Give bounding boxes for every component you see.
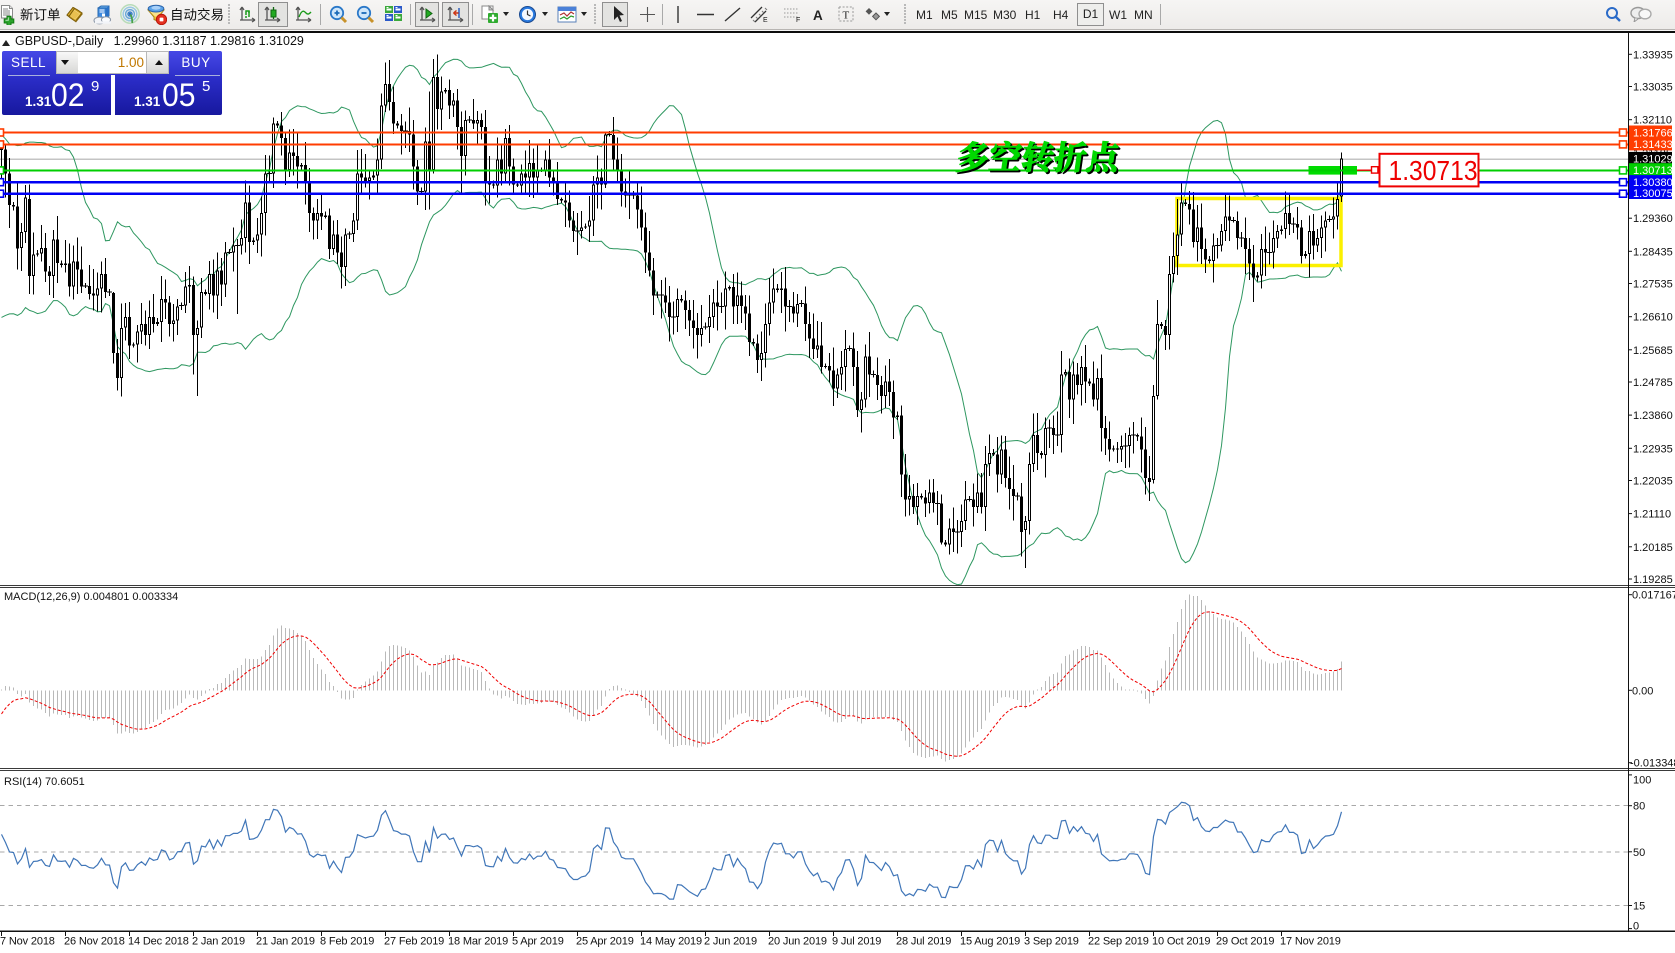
svg-text:1.22035: 1.22035 xyxy=(1633,476,1673,488)
svg-text:17 Nov 2019: 17 Nov 2019 xyxy=(1280,936,1341,948)
svg-text:1.19285: 1.19285 xyxy=(1633,574,1673,586)
svg-text:1.26610: 1.26610 xyxy=(1633,312,1673,324)
svg-text:1.33935: 1.33935 xyxy=(1633,49,1673,61)
svg-text:2 Jan 2019: 2 Jan 2019 xyxy=(192,936,245,948)
svg-text:1.31029: 1.31029 xyxy=(1633,154,1673,166)
svg-text:1.32110: 1.32110 xyxy=(1633,115,1672,127)
svg-text:20 Jun 2019: 20 Jun 2019 xyxy=(768,936,827,948)
svg-text:26 Nov 2018: 26 Nov 2018 xyxy=(64,936,125,948)
svg-text:1.28435: 1.28435 xyxy=(1633,246,1673,258)
svg-text:E: E xyxy=(763,17,768,24)
svg-text:7 Nov 2018: 7 Nov 2018 xyxy=(0,936,55,948)
svg-text:1.31766: 1.31766 xyxy=(1633,127,1673,139)
svg-text:0.00: 0.00 xyxy=(1632,685,1653,697)
svg-text:22 Sep 2019: 22 Sep 2019 xyxy=(1088,936,1149,948)
svg-text:1.25685: 1.25685 xyxy=(1633,345,1673,357)
svg-text:1.30713: 1.30713 xyxy=(1389,154,1478,186)
svg-text:1.22935: 1.22935 xyxy=(1633,443,1673,455)
svg-text:27 Feb 2019: 27 Feb 2019 xyxy=(384,936,444,948)
svg-text:1.23860: 1.23860 xyxy=(1633,410,1673,422)
svg-text:5 Apr 2019: 5 Apr 2019 xyxy=(512,936,564,948)
svg-text:29 Oct 2019: 29 Oct 2019 xyxy=(1216,936,1274,948)
svg-text:15 Aug 2019: 15 Aug 2019 xyxy=(960,936,1020,948)
svg-text:1.29360: 1.29360 xyxy=(1633,213,1673,225)
svg-text:T: T xyxy=(843,10,850,22)
svg-text:1.30380: 1.30380 xyxy=(1633,177,1673,189)
svg-text:9 Jul 2019: 9 Jul 2019 xyxy=(832,936,881,948)
svg-text:3 Sep 2019: 3 Sep 2019 xyxy=(1024,936,1079,948)
svg-text:80: 80 xyxy=(1633,801,1645,813)
svg-text:2 Jun 2019: 2 Jun 2019 xyxy=(704,936,757,948)
svg-text:100: 100 xyxy=(1633,775,1651,787)
svg-text:RSI(14) 70.6051: RSI(14) 70.6051 xyxy=(4,776,85,788)
svg-text:1.30075: 1.30075 xyxy=(1633,188,1673,200)
svg-text:50: 50 xyxy=(1633,847,1645,859)
svg-text:F: F xyxy=(796,17,800,24)
svg-text:21 Jan 2019: 21 Jan 2019 xyxy=(256,936,315,948)
svg-text:-0.013348: -0.013348 xyxy=(1630,758,1675,770)
svg-text:1.21110: 1.21110 xyxy=(1633,509,1671,521)
svg-text:1.30713: 1.30713 xyxy=(1633,165,1673,177)
svg-text:MACD(12,26,9) 0.004801 0.00333: MACD(12,26,9) 0.004801 0.003334 xyxy=(4,591,178,603)
svg-text:15: 15 xyxy=(1633,901,1645,913)
svg-text:1.24785: 1.24785 xyxy=(1633,377,1673,389)
svg-text:0.017167: 0.017167 xyxy=(1632,590,1675,602)
svg-text:1.31433: 1.31433 xyxy=(1633,139,1673,151)
svg-text:14 Dec 2018: 14 Dec 2018 xyxy=(128,936,189,948)
svg-text:18 Mar 2019: 18 Mar 2019 xyxy=(448,936,508,948)
svg-text:0: 0 xyxy=(1633,920,1639,932)
svg-text:1.27535: 1.27535 xyxy=(1633,279,1673,291)
svg-text:10 Oct 2019: 10 Oct 2019 xyxy=(1152,936,1210,948)
svg-text:8 Feb 2019: 8 Feb 2019 xyxy=(320,936,374,948)
svg-text:28 Jul 2019: 28 Jul 2019 xyxy=(896,936,951,948)
svg-text:14 May 2019: 14 May 2019 xyxy=(640,936,702,948)
svg-text:1.33035: 1.33035 xyxy=(1633,82,1673,94)
svg-text:1.20185: 1.20185 xyxy=(1633,542,1673,554)
svg-text:25 Apr 2019: 25 Apr 2019 xyxy=(576,936,634,948)
